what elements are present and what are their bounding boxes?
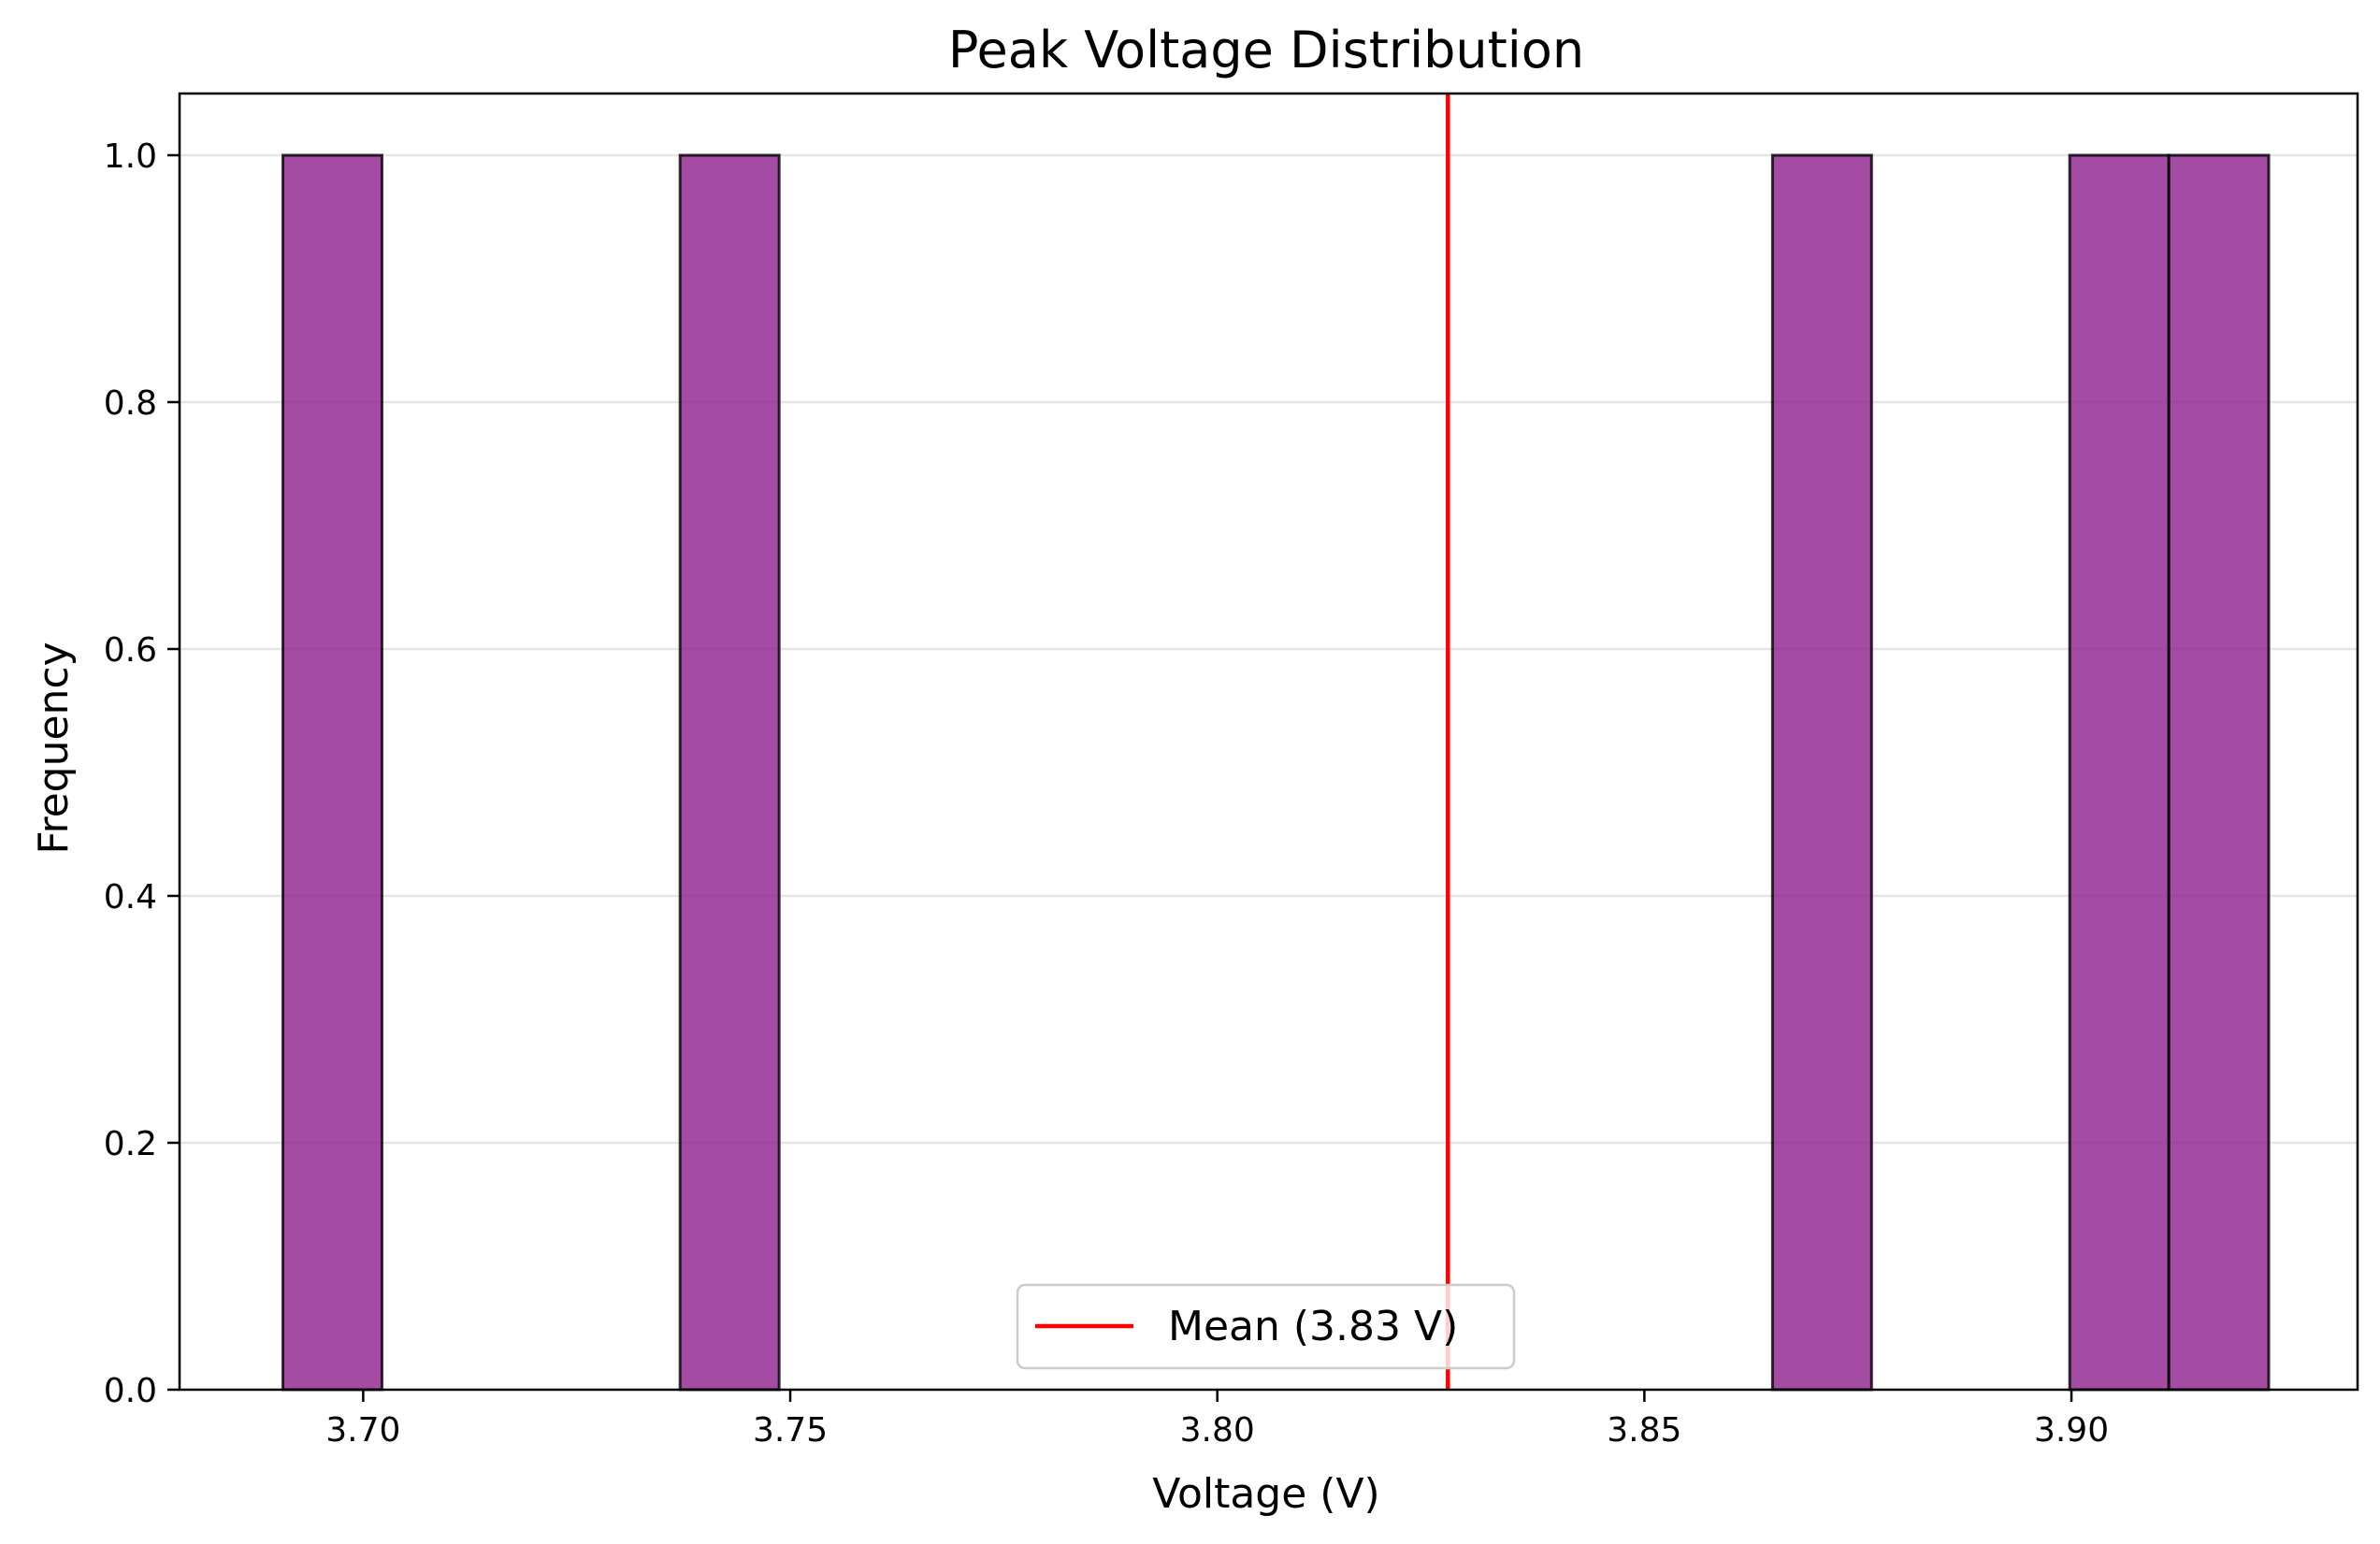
y-tick-label: 0.2 (104, 1125, 157, 1163)
histogram-bar (2167, 153, 2271, 1392)
y-axis-ticks: 0.0 0.2 0.4 0.6 0.8 1.0 (104, 137, 180, 1410)
x-tick-label: 3.90 (2034, 1411, 2109, 1450)
legend-mean-label: Mean (3.83 V) (1168, 1303, 1458, 1350)
histogram-bars (281, 153, 2271, 1392)
x-tick-label: 3.75 (753, 1411, 828, 1450)
x-tick-label: 3.80 (1180, 1411, 1255, 1450)
y-gridlines (180, 153, 2358, 1145)
plot-area-frame (178, 92, 2359, 1392)
y-tick-label: 0.0 (104, 1372, 157, 1410)
histogram-bar (1770, 153, 1873, 1392)
y-tick-label: 1.0 (104, 137, 157, 176)
legend: Mean (3.83 V) (1016, 1283, 1516, 1370)
x-axis-label: Voltage (V) (1152, 1470, 1379, 1518)
histogram-bar (281, 153, 383, 1392)
chart-title: Peak Voltage Distribution (948, 21, 1584, 79)
x-tick-label: 3.85 (1607, 1411, 1681, 1450)
y-tick-label: 0.4 (104, 878, 157, 916)
y-axis-label: Frequency (30, 642, 78, 854)
histogram-bar (2068, 153, 2171, 1392)
x-tick-label: 3.70 (325, 1411, 400, 1450)
histogram-bar (678, 153, 781, 1392)
y-tick-label: 0.6 (104, 631, 157, 670)
y-tick-label: 0.8 (104, 384, 157, 423)
x-axis-ticks: 3.70 3.75 3.80 3.85 3.90 (325, 1390, 2109, 1450)
legend-box (1016, 1283, 1516, 1370)
